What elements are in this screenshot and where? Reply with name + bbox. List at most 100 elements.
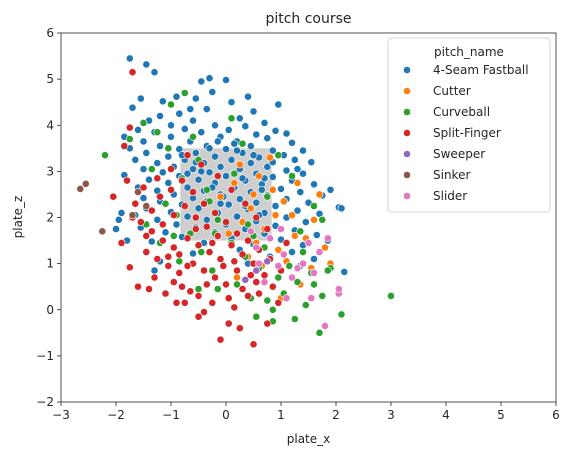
y-axis-label: plate_z	[11, 196, 25, 239]
data-point	[227, 114, 236, 123]
data-point	[128, 68, 137, 77]
data-point	[153, 255, 162, 263]
data-point	[186, 105, 195, 113]
data-point	[252, 266, 261, 275]
data-point	[293, 165, 302, 173]
data-point	[241, 122, 250, 131]
data-point	[310, 268, 318, 277]
data-point	[334, 285, 343, 293]
data-point	[310, 215, 318, 224]
data-point	[274, 261, 283, 270]
data-point	[161, 289, 170, 298]
x-tick-label: 2	[332, 408, 340, 422]
data-point	[208, 266, 217, 275]
data-point	[263, 319, 272, 328]
data-point	[216, 162, 225, 171]
data-point	[139, 194, 148, 202]
data-point	[230, 178, 239, 187]
data-point	[180, 202, 189, 210]
data-point	[194, 241, 203, 250]
data-point	[211, 208, 219, 217]
data-point	[241, 275, 250, 284]
data-point	[288, 211, 296, 220]
data-point	[230, 169, 239, 178]
data-point	[227, 185, 236, 194]
data-point	[191, 148, 200, 157]
data-point	[230, 257, 239, 266]
legend-label: Slider	[433, 189, 467, 203]
data-point	[266, 234, 274, 243]
data-point	[205, 248, 214, 256]
data-point	[290, 315, 299, 323]
data-point	[271, 126, 280, 135]
data-point	[200, 199, 208, 208]
data-point	[205, 74, 214, 83]
chart-title: pitch course	[265, 11, 351, 27]
data-point	[123, 176, 131, 185]
data-point	[252, 198, 261, 207]
data-point	[117, 208, 126, 217]
data-point	[205, 144, 214, 153]
data-point	[318, 291, 327, 300]
data-point	[263, 162, 272, 171]
data-point	[213, 231, 222, 240]
x-tick-label: 4	[442, 408, 450, 422]
data-point	[238, 139, 247, 148]
legend-marker	[403, 108, 411, 116]
x-tick-label: 5	[497, 408, 505, 422]
data-point	[222, 280, 230, 289]
data-point	[310, 255, 318, 263]
y-tick-label: 5	[46, 72, 54, 86]
data-point	[296, 188, 305, 196]
data-point	[301, 218, 310, 226]
data-point	[150, 266, 159, 275]
x-tick-label: 0	[222, 408, 230, 422]
data-point	[178, 176, 186, 185]
data-point	[288, 172, 296, 180]
data-point	[194, 285, 203, 293]
data-point	[252, 213, 261, 222]
data-point	[246, 142, 255, 150]
data-point	[125, 135, 134, 143]
points-layer	[76, 54, 395, 349]
data-point	[183, 261, 192, 270]
data-point	[213, 215, 222, 224]
data-point	[315, 190, 324, 199]
data-point	[235, 324, 244, 333]
data-point	[299, 248, 307, 256]
y-tick-label: 4	[46, 118, 54, 132]
data-point	[161, 199, 170, 208]
data-point	[224, 200, 233, 209]
y-tick-label: −2	[36, 395, 54, 409]
data-point	[216, 255, 225, 263]
data-point	[213, 285, 222, 293]
data-point	[194, 204, 203, 213]
data-point	[125, 54, 134, 63]
series-6	[246, 225, 343, 330]
data-point	[224, 294, 233, 303]
data-point	[128, 211, 137, 220]
legend-marker	[403, 129, 411, 137]
data-point	[169, 231, 178, 240]
legend-label: Sinker	[433, 168, 470, 182]
data-point	[175, 250, 184, 259]
data-point	[197, 167, 206, 176]
data-point	[172, 220, 181, 229]
data-point	[293, 178, 302, 187]
data-point	[134, 125, 142, 134]
x-tick-label: −3	[52, 408, 70, 422]
data-point	[169, 278, 178, 286]
data-point	[167, 185, 175, 194]
data-point	[142, 202, 151, 210]
y-tick-label: −1	[36, 349, 54, 363]
data-point	[274, 273, 283, 282]
data-point	[301, 301, 310, 309]
data-point	[323, 234, 332, 243]
data-point	[222, 218, 230, 226]
data-point	[277, 225, 285, 233]
data-point	[299, 259, 307, 268]
data-point	[211, 152, 219, 161]
data-point	[167, 121, 175, 130]
data-point	[142, 148, 151, 157]
